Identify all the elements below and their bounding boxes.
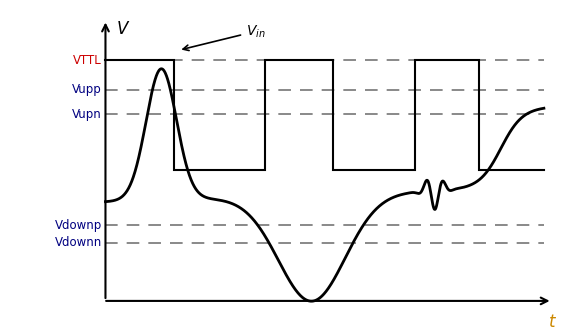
Text: t: t bbox=[549, 313, 556, 331]
Text: V: V bbox=[116, 20, 127, 38]
Text: Vupn: Vupn bbox=[72, 108, 102, 121]
Text: $V_{in}$: $V_{in}$ bbox=[183, 23, 266, 51]
Text: VTTL: VTTL bbox=[73, 54, 102, 67]
Text: Vupp: Vupp bbox=[72, 83, 102, 96]
Text: Vdownn: Vdownn bbox=[55, 236, 102, 249]
Text: Vdownp: Vdownp bbox=[55, 219, 102, 231]
